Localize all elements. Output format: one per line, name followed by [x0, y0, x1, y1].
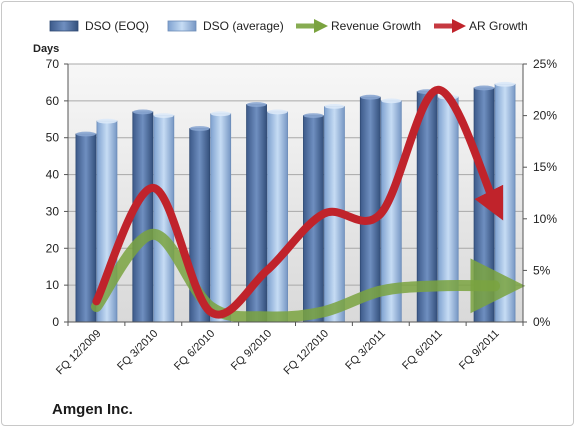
y2tick-label-25: 25% — [533, 57, 557, 71]
ytick-label-50: 50 — [46, 131, 60, 145]
xtick-label-fq-6-2011: FQ 6/2011 — [400, 328, 445, 373]
bar-top-dso-eoq-fq-12-2010 — [303, 113, 324, 118]
xtick-label-fq-3-2011: FQ 3/2011 — [343, 328, 388, 373]
bar-top-dso-average-fq-12-2009 — [96, 118, 117, 124]
bar-top-dso-average-fq-3-2010 — [153, 113, 174, 118]
xtick-label-fq-3-2010: FQ 3/2010 — [115, 328, 160, 373]
bar-top-dso-eoq-fq-6-2010 — [189, 126, 210, 131]
chart-legend: DSO (EOQ) DSO (average) Revenue Growth AR G… — [49, 19, 528, 33]
bar-top-dso-eoq-fq-9-2010 — [246, 102, 267, 107]
bar-top-dso-average-fq-3-2011 — [381, 98, 402, 104]
legend-label-dso-eoq: DSO (EOQ) — [85, 19, 149, 33]
ytick-label-0: 0 — [52, 315, 59, 329]
xtick-label-fq-12-2010: FQ 12/2010 — [281, 328, 331, 378]
ytick-label-20: 20 — [46, 241, 60, 255]
legend-swatch-dso-eoq — [49, 20, 79, 32]
legend-swatch-dso-average — [167, 20, 197, 32]
bar-top-dso-average-fq-9-2010 — [267, 109, 288, 115]
bar-top-dso-average-fq-6-2010 — [210, 111, 231, 117]
ytick-label-60: 60 — [46, 94, 60, 108]
y-axis-title: Days — [33, 43, 59, 55]
xtick-label-fq-6-2010: FQ 6/2010 — [172, 328, 217, 373]
ytick-label-40: 40 — [46, 168, 60, 182]
bar-dso-eoq-fq-12-2009 — [75, 133, 97, 323]
line-ar-growth — [92, 85, 504, 319]
growth-lines — [90, 85, 526, 323]
y2tick-label-10: 10% — [533, 212, 557, 226]
xtick-label-fq-9-2011: FQ 9/2011 — [457, 328, 502, 373]
company-name: Amgen Inc. — [52, 401, 133, 418]
legend-label-ar-growth: AR Growth — [469, 19, 528, 33]
y2tick-label-15: 15% — [533, 160, 557, 174]
bar-top-dso-eoq-fq-12-2009 — [75, 131, 96, 137]
bar-top-dso-eoq-fq-3-2010 — [132, 109, 153, 115]
y2tick-label-20: 20% — [533, 109, 557, 123]
bar-dso-eoq-fq-3-2010 — [132, 111, 154, 323]
xtick-label-fq-9-2010: FQ 9/2010 — [229, 328, 274, 373]
bar-dso-average-fq-6-2010 — [210, 113, 232, 323]
bar-top-dso-average-fq-12-2010 — [324, 103, 345, 109]
legend-swatch-arrow-ar-growth — [452, 19, 466, 33]
bar-top-dso-eoq-fq-3-2011 — [360, 94, 381, 100]
xtick-label-fq-12-2009: FQ 12/2009 — [54, 328, 104, 378]
bar-dso-average-fq-9-2010 — [267, 111, 288, 323]
legend-swatch-arrow-revenue-growth — [314, 19, 328, 33]
y2tick-label-5: 5% — [533, 263, 551, 277]
y2tick-label-0: 0% — [533, 315, 551, 329]
bar-top-dso-eoq-fq-9-2011 — [474, 85, 495, 91]
legend-label-revenue-growth: Revenue Growth — [331, 19, 421, 33]
bar-top-dso-average-fq-9-2011 — [495, 81, 516, 87]
line-revenue-growth — [90, 228, 526, 323]
ytick-label-30: 30 — [46, 204, 60, 218]
ytick-label-10: 10 — [46, 278, 60, 292]
ytick-label-70: 70 — [46, 57, 60, 71]
legend-label-dso-average: DSO (average) — [203, 19, 284, 33]
